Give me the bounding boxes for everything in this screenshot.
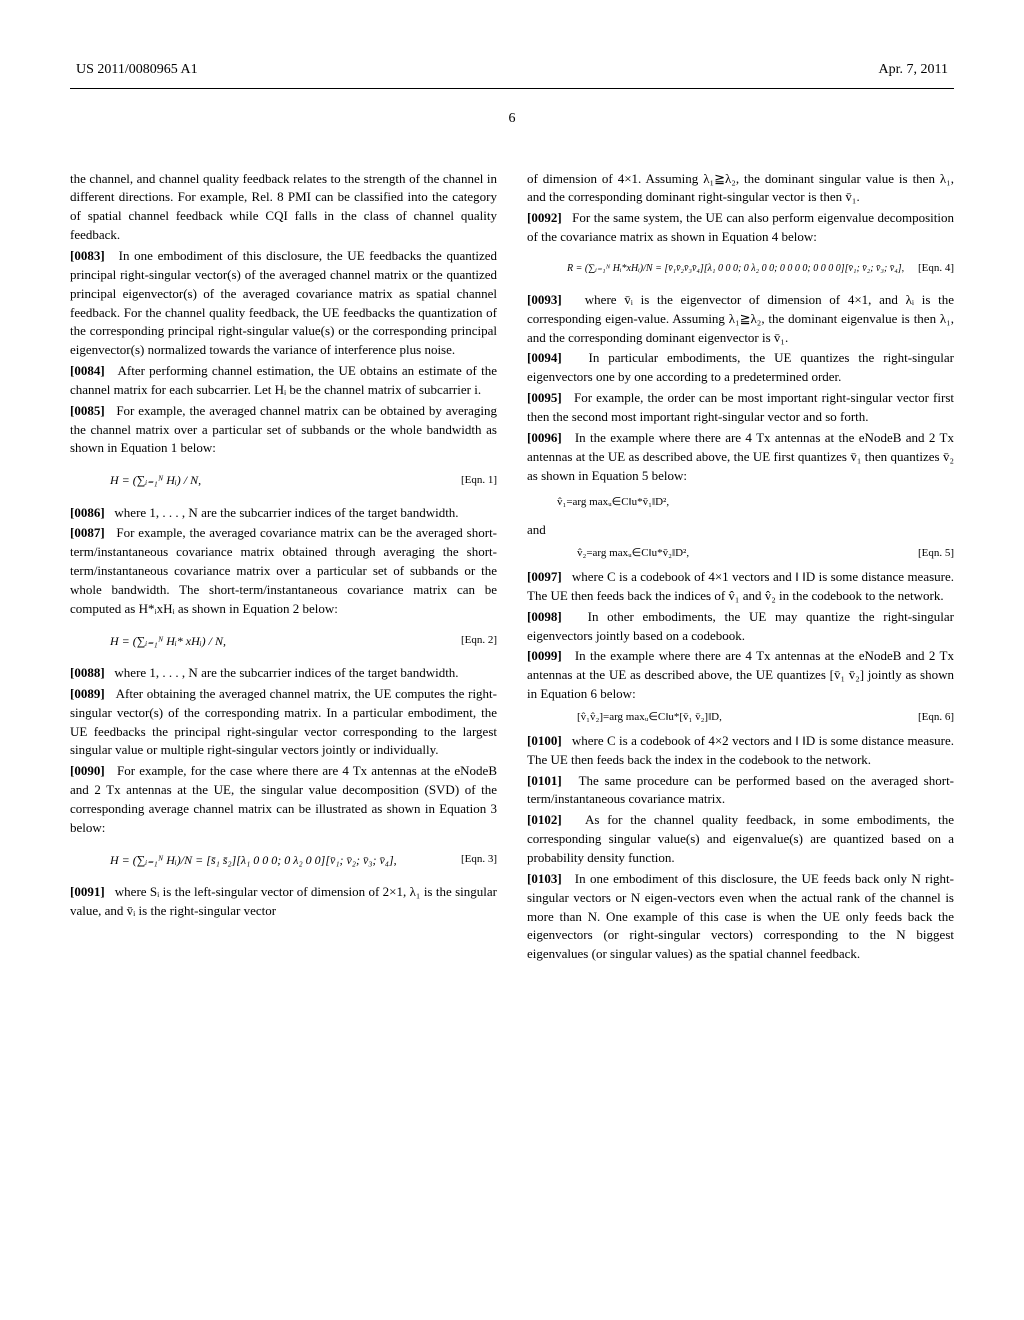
para-number: [0087] [70, 525, 105, 540]
equation-2-label: [Eqn. 2] [461, 633, 497, 649]
para-text: where C is a codebook of 4×2 vectors and… [527, 733, 954, 767]
paragraph-0094: [0094] In particular embodiments, the UE… [527, 349, 954, 387]
paragraph-0103: [0103] In one embodiment of this disclos… [527, 870, 954, 964]
para-text: In the example where there are 4 Tx ante… [527, 430, 954, 483]
para-number: [0088] [70, 665, 105, 680]
paragraph-0085: [0085] For example, the averaged channel… [70, 402, 497, 459]
para-number: [0085] [70, 403, 105, 418]
para-text: In other embodiments, the UE may quantiz… [527, 609, 954, 643]
para-number: [0086] [70, 505, 105, 520]
paragraph-0098: [0098] In other embodiments, the UE may … [527, 608, 954, 646]
right-column: of dimension of 4×1. Assuming λ₁≧λ₂, the… [527, 170, 954, 966]
para-number: [0099] [527, 648, 562, 663]
patent-number: US 2011/0080965 A1 [76, 60, 198, 80]
para-text: In particular embodiments, the UE quanti… [527, 350, 954, 384]
equation-1: H = (∑ᵢ₌₁ᴺ Hᵢ) / N, [90, 472, 461, 489]
para-number: [0093] [527, 292, 562, 307]
paragraph-0096: [0096] In the example where there are 4 … [527, 429, 954, 486]
equation-4-block: R = (∑ᵢ₌₁ᴺ Hᵢ*xHᵢ)/N = [v̄₁v̄₂v̄₃v̄₄][λ₁… [527, 261, 954, 277]
para-number: [0091] [70, 884, 105, 899]
paragraph-0093: [0093] where v̄ᵢ is the eigenvector of d… [527, 291, 954, 348]
left-column: the channel, and channel quality feedbac… [70, 170, 497, 966]
para-text: For example, for the case where there ar… [70, 763, 497, 835]
para-number: [0084] [70, 363, 105, 378]
equation-5-label: [Eqn. 5] [918, 546, 954, 562]
para-text: In one embodiment of this disclosure, th… [527, 871, 954, 961]
equation-5a: v̂₁=arg maxᵤ∈C‖u*v̄₁‖D², [527, 495, 954, 511]
para-number: [0098] [527, 609, 562, 624]
equation-3: H = (∑ᵢ₌₁ᴺ Hᵢ)/N = [s̄₁ s̄₂][λ₁ 0 0 0; 0… [90, 852, 461, 869]
para-text: For example, the order can be most impor… [527, 390, 954, 424]
equation-2-block: H = (∑ᵢ₌₁ᴺ Hᵢ* xHᵢ) / N, [Eqn. 2] [70, 633, 497, 650]
paragraph-0089: [0089] After obtaining the averaged chan… [70, 685, 497, 760]
equation-5b: v̂₂=arg maxᵤ∈C‖u*v̄₂‖D², [547, 546, 689, 562]
intro-paragraph: the channel, and channel quality feedbac… [70, 170, 497, 245]
header-rule [70, 88, 954, 89]
para-text: where C is a codebook of 4×1 vectors and… [527, 569, 954, 603]
equation-6: [v̂₁v̂₂]=arg maxᵤ∈C‖u*[v̄₁ v̄₂]‖D, [547, 710, 722, 726]
equation-2: H = (∑ᵢ₌₁ᴺ Hᵢ* xHᵢ) / N, [90, 633, 461, 650]
para-text: After obtaining the averaged channel mat… [70, 686, 497, 758]
para-text: The same procedure can be performed base… [527, 773, 954, 807]
equation-3-block: H = (∑ᵢ₌₁ᴺ Hᵢ)/N = [s̄₁ s̄₂][λ₁ 0 0 0; 0… [70, 852, 497, 869]
paragraph-0090: [0090] For example, for the case where t… [70, 762, 497, 837]
para-text: where 1, . . . , N are the subcarrier in… [114, 665, 458, 680]
paragraph-0084: [0084] After performing channel estimati… [70, 362, 497, 400]
equation-6-block: [v̂₁v̂₂]=arg maxᵤ∈C‖u*[v̄₁ v̄₂]‖D, [Eqn.… [527, 710, 954, 726]
para-text: As for the channel quality feedback, in … [527, 812, 954, 865]
paragraph-0088: [0088] where 1, . . . , N are the subcar… [70, 664, 497, 683]
para-text: where 1, . . . , N are the subcarrier in… [114, 505, 458, 520]
para-number: [0094] [527, 350, 562, 365]
para-text: For example, the averaged channel matrix… [70, 403, 497, 456]
para-text: For the same system, the UE can also per… [527, 210, 954, 244]
paragraph-0097: [0097] where C is a codebook of 4×1 vect… [527, 568, 954, 606]
paragraph-0102: [0102] As for the channel quality feedba… [527, 811, 954, 868]
para-number: [0103] [527, 871, 562, 886]
para-number: [0095] [527, 390, 562, 405]
paragraph-0086: [0086] where 1, . . . , N are the subcar… [70, 504, 497, 523]
equation-1-block: H = (∑ᵢ₌₁ᴺ Hᵢ) / N, [Eqn. 1] [70, 472, 497, 489]
equation-1-label: [Eqn. 1] [461, 473, 497, 489]
intro-paragraph-right: of dimension of 4×1. Assuming λ₁≧λ₂, the… [527, 170, 954, 208]
page-number: 6 [70, 109, 954, 129]
para-number: [0089] [70, 686, 105, 701]
equation-3-label: [Eqn. 3] [461, 852, 497, 868]
two-column-layout: the channel, and channel quality feedbac… [70, 170, 954, 966]
para-number: [0101] [527, 773, 562, 788]
page-header: US 2011/0080965 A1 Apr. 7, 2011 [70, 60, 954, 80]
paragraph-0095: [0095] For example, the order can be mos… [527, 389, 954, 427]
paragraph-0083: [0083] In one embodiment of this disclos… [70, 247, 497, 360]
paragraph-0099: [0099] In the example where there are 4 … [527, 647, 954, 704]
para-text: In the example where there are 4 Tx ante… [527, 648, 954, 701]
para-number: [0097] [527, 569, 562, 584]
para-text: In one embodiment of this disclosure, th… [70, 248, 497, 357]
paragraph-0092: [0092] For the same system, the UE can a… [527, 209, 954, 247]
paragraph-0091: [0091] where Sᵢ is the left-singular vec… [70, 883, 497, 921]
para-number: [0083] [70, 248, 105, 263]
para-number: [0090] [70, 763, 105, 778]
para-number: [0096] [527, 430, 562, 445]
para-text: For example, the averaged covariance mat… [70, 525, 497, 615]
equation-5-and: and [527, 521, 954, 540]
equation-6-label: [Eqn. 6] [918, 710, 954, 726]
para-text: where Sᵢ is the left-singular vector of … [70, 884, 497, 918]
equation-4: R = (∑ᵢ₌₁ᴺ Hᵢ*xHᵢ)/N = [v̄₁v̄₂v̄₃v̄₄][λ₁… [547, 262, 918, 277]
paragraph-0101: [0101] The same procedure can be perform… [527, 772, 954, 810]
equation-4-label: [Eqn. 4] [918, 261, 954, 277]
equation-5b-block: v̂₂=arg maxᵤ∈C‖u*v̄₂‖D², [Eqn. 5] [527, 546, 954, 562]
para-number: [0102] [527, 812, 562, 827]
paragraph-0100: [0100] where C is a codebook of 4×2 vect… [527, 732, 954, 770]
paragraph-0087: [0087] For example, the averaged covaria… [70, 524, 497, 618]
para-text: where v̄ᵢ is the eigenvector of dimensio… [527, 292, 954, 345]
para-number: [0092] [527, 210, 562, 225]
para-number: [0100] [527, 733, 562, 748]
patent-page: US 2011/0080965 A1 Apr. 7, 2011 6 the ch… [0, 0, 1024, 1016]
para-text: After performing channel estimation, the… [70, 363, 497, 397]
patent-date: Apr. 7, 2011 [879, 60, 948, 80]
